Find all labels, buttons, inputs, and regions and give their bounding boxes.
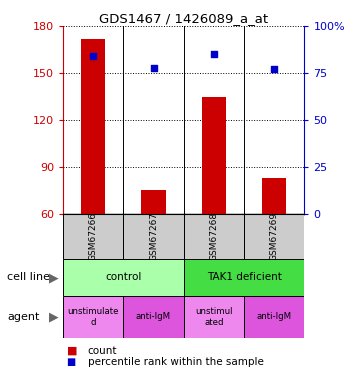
Bar — [63, 214, 123, 259]
Bar — [244, 214, 304, 259]
Point — [272, 66, 277, 72]
Bar — [63, 296, 123, 338]
Text: agent: agent — [7, 312, 39, 322]
Text: TAK1 deficient: TAK1 deficient — [207, 273, 281, 282]
Bar — [63, 259, 184, 296]
Text: anti-IgM: anti-IgM — [257, 312, 292, 321]
Bar — [202, 97, 226, 214]
Text: percentile rank within the sample: percentile rank within the sample — [88, 357, 263, 367]
Text: anti-IgM: anti-IgM — [136, 312, 171, 321]
Point — [90, 53, 96, 59]
Text: GSM67269: GSM67269 — [270, 211, 279, 261]
Bar — [123, 296, 184, 338]
Text: GSM67267: GSM67267 — [149, 211, 158, 261]
Bar — [262, 178, 286, 214]
Text: cell line: cell line — [7, 273, 50, 282]
Bar — [184, 214, 244, 259]
Bar — [184, 296, 244, 338]
Bar — [141, 190, 166, 214]
Point — [211, 51, 217, 57]
Text: GSM67266: GSM67266 — [89, 211, 98, 261]
Bar — [244, 296, 304, 338]
Bar — [123, 214, 184, 259]
Bar — [184, 259, 304, 296]
Text: GSM67268: GSM67268 — [209, 211, 218, 261]
Text: control: control — [105, 273, 141, 282]
Title: GDS1467 / 1426089_a_at: GDS1467 / 1426089_a_at — [99, 12, 268, 25]
Text: ■: ■ — [66, 357, 76, 367]
Text: count: count — [88, 346, 117, 355]
Text: ▶: ▶ — [49, 271, 59, 284]
Text: unstimul
ated: unstimul ated — [195, 307, 233, 327]
Bar — [81, 39, 105, 214]
Text: unstimulate
d: unstimulate d — [68, 307, 119, 327]
Text: ▶: ▶ — [49, 310, 59, 323]
Point — [151, 64, 156, 70]
Text: ■: ■ — [66, 346, 77, 355]
